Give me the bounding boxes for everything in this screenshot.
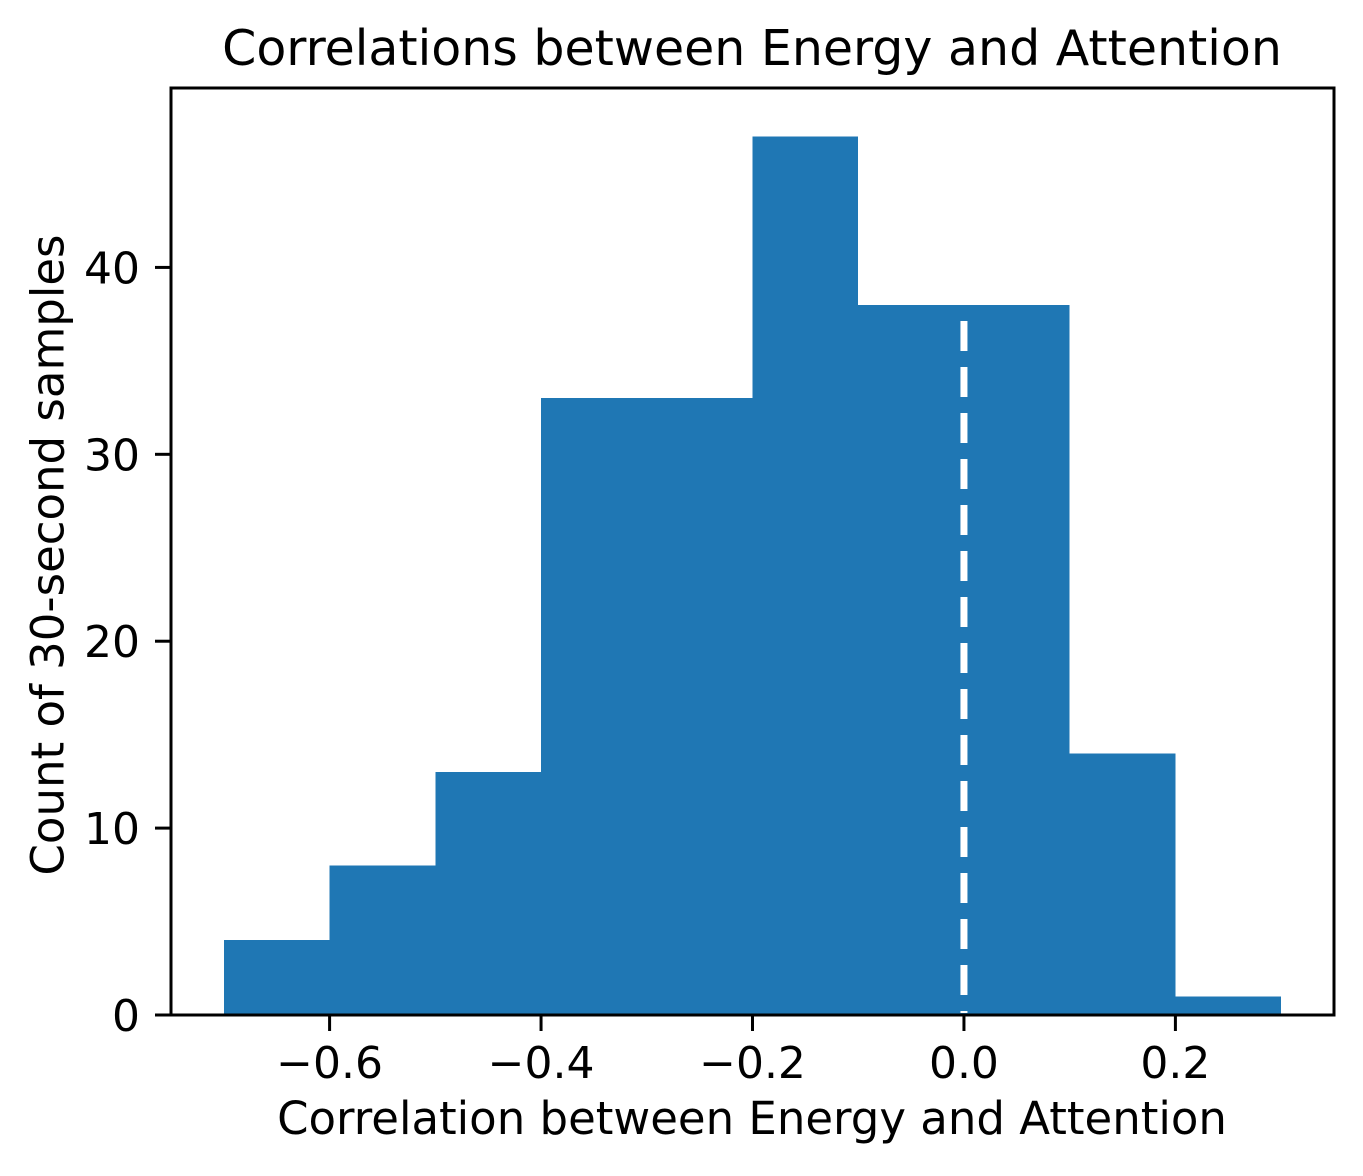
y-tick-label: 20 — [84, 617, 140, 668]
x-tick-label: −0.6 — [276, 1038, 383, 1089]
y-tick-label: 0 — [112, 991, 140, 1042]
x-axis-label: Correlation between Energy and Attention — [277, 1092, 1227, 1145]
y-tick-label: 10 — [84, 804, 140, 855]
histogram-bar — [963, 304, 1070, 1015]
histogram-bar — [541, 398, 647, 1015]
x-tick-label: −0.2 — [699, 1038, 806, 1089]
histogram-bar — [646, 398, 753, 1015]
x-tick-label: 0.2 — [1140, 1038, 1210, 1089]
histogram-bar — [1175, 996, 1282, 1015]
histogram-bar — [329, 865, 436, 1015]
histogram-bar — [752, 136, 859, 1015]
histogram-bar — [1069, 753, 1176, 1015]
histogram-bar — [223, 940, 330, 1015]
y-tick-label: 30 — [84, 430, 140, 481]
y-tick-label: 40 — [84, 243, 140, 294]
chart-title: Correlations between Energy and Attentio… — [222, 20, 1282, 77]
x-tick-label: 0.0 — [929, 1038, 999, 1089]
histogram-bar — [435, 772, 542, 1015]
x-tick-label: −0.4 — [488, 1038, 595, 1089]
histogram-bar — [858, 304, 964, 1015]
